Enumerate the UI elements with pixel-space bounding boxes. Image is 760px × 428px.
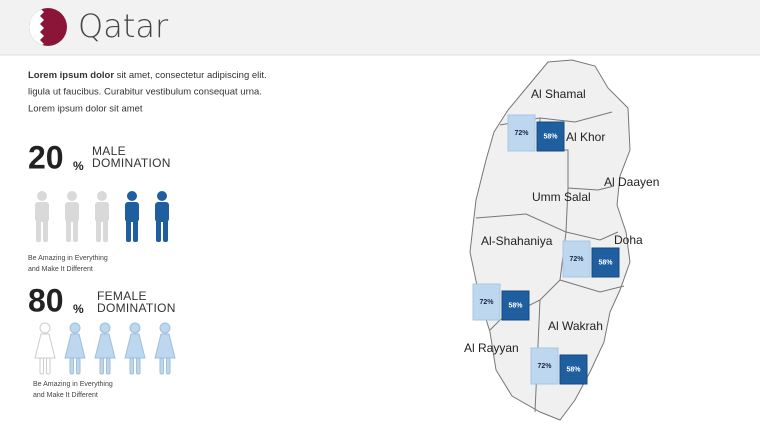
stat-caption: Be Amazing in Everything — [28, 255, 108, 262]
bar — [562, 240, 591, 278]
intro-line: Lorem ipsum dolor sit amet — [28, 104, 143, 115]
stat-label: DOMINATION — [97, 301, 176, 315]
bar-label: 72% — [514, 130, 529, 137]
male-icons — [35, 191, 169, 242]
intro-text: sit amet, consectetur adipiscing elit. — [114, 70, 267, 81]
region-label: Umm Salal — [532, 190, 591, 204]
title: Qatar — [78, 7, 169, 45]
region-label: Al Daayen — [604, 175, 659, 189]
region-label: Al-Shahaniya — [481, 234, 553, 248]
bar-label: 72% — [479, 299, 494, 306]
bar — [507, 114, 536, 152]
region-label: Al Khor — [566, 130, 605, 144]
stat-caption: and Make It Different — [33, 392, 98, 399]
bar-label: 58% — [566, 366, 581, 373]
stat-unit: % — [73, 159, 84, 173]
region-label: Al Wakrah — [548, 319, 603, 333]
stat-number: 80 — [28, 282, 64, 318]
stat-label: FEMALE — [97, 289, 147, 303]
map-bars: 72% 58% 72% 58% 72% 58% 72% 58% — [472, 114, 620, 385]
region-label: Al Rayyan — [464, 341, 519, 355]
header-band — [0, 0, 760, 55]
bar-label: 58% — [508, 302, 523, 309]
bar — [530, 347, 559, 385]
intro-line: ligula ut faucibus. Curabitur vestibulum… — [28, 87, 262, 98]
female-icons — [34, 322, 176, 375]
bar-label: 72% — [537, 363, 552, 370]
stat-unit: % — [73, 302, 84, 316]
stat-caption: Be Amazing in Everything — [33, 381, 113, 388]
stat-number: 20 — [28, 139, 64, 175]
region-label: Doha — [614, 233, 643, 247]
stat-caption: and Make It Different — [28, 266, 93, 273]
region-label: Al Shamal — [531, 87, 586, 101]
stat-label: MALE — [92, 144, 126, 158]
intro-bold: Lorem ipsum dolor — [28, 70, 114, 81]
bar — [501, 290, 530, 321]
bar — [591, 247, 620, 278]
intro-line: Lorem ipsum dolor sit amet, consectetur … — [28, 70, 267, 81]
bar — [536, 121, 565, 152]
bar-label: 72% — [569, 256, 584, 263]
bar — [472, 283, 501, 321]
flag — [29, 8, 67, 46]
bar — [559, 354, 588, 385]
bar-label: 58% — [543, 133, 558, 140]
bar-label: 58% — [598, 259, 613, 266]
stat-label: DOMINATION — [92, 156, 171, 170]
